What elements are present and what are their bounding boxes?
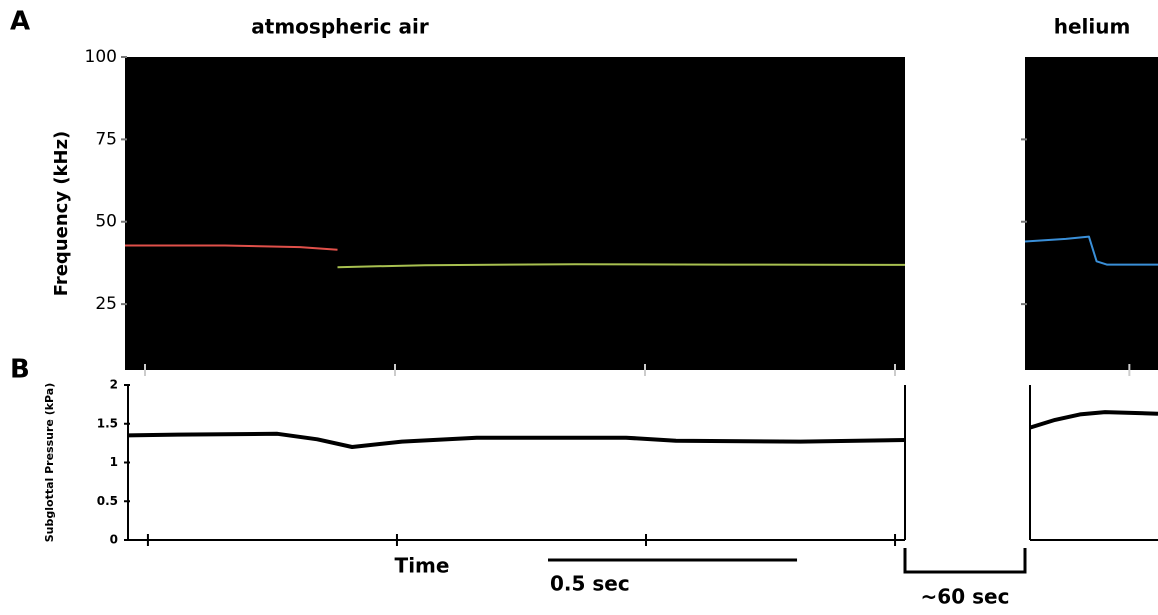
y-axis-label: Subglottal Pressure (kPa) — [43, 383, 56, 543]
y-tick-label: 75 — [95, 129, 117, 149]
y-tick-label: 0 — [110, 533, 118, 547]
data-line — [1024, 235, 1158, 266]
data-line — [125, 244, 338, 251]
panel-label: A — [10, 7, 30, 37]
panel-label: B — [10, 355, 30, 385]
x-axis-label: Time — [395, 554, 450, 578]
panel-title: helium — [1054, 15, 1131, 39]
plot-background — [1025, 57, 1158, 370]
data-line — [1029, 410, 1158, 430]
plot-background — [125, 57, 905, 370]
y-tick-label: 2 — [110, 378, 118, 392]
y-tick-label: 25 — [95, 294, 117, 314]
scale-bar-label: 0.5 sec — [550, 572, 630, 596]
y-tick-label: 0.5 — [97, 494, 118, 508]
y-tick-label: 100 — [85, 47, 117, 67]
y-axis-label: Frequency (kHz) — [51, 131, 72, 297]
gap-label: ~60 sec — [921, 585, 1010, 609]
y-tick-label: 1.5 — [97, 416, 118, 430]
y-tick-label: 50 — [95, 212, 117, 232]
data-line — [337, 263, 906, 269]
data-line — [127, 431, 906, 449]
gap-bracket — [903, 548, 1027, 574]
panel-title: atmospheric air — [251, 15, 429, 39]
y-tick-label: 1 — [110, 455, 118, 469]
